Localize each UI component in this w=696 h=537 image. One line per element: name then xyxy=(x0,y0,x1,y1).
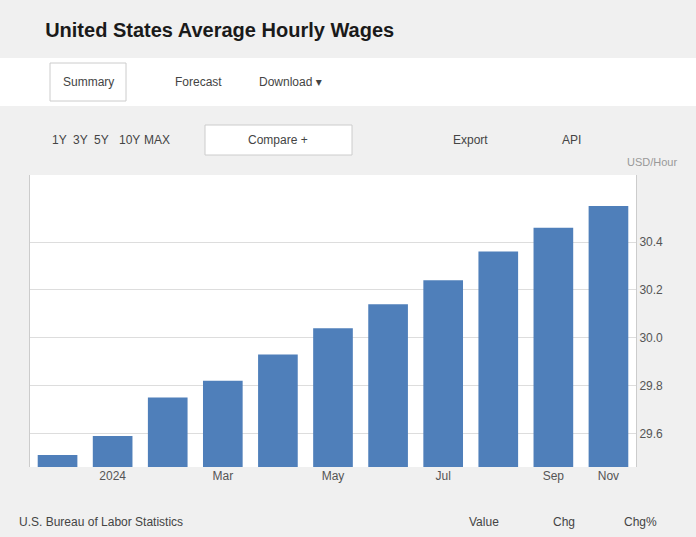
svg-text:Compare +: Compare + xyxy=(248,133,308,147)
svg-text:Nov: Nov xyxy=(598,469,619,483)
svg-text:30.4: 30.4 xyxy=(639,235,663,249)
svg-text:Chg%: Chg% xyxy=(624,515,657,529)
svg-text:30.2: 30.2 xyxy=(639,283,663,297)
svg-text:30.0: 30.0 xyxy=(639,331,663,345)
svg-text:U.S. Bureau of Labor Statistic: U.S. Bureau of Labor Statistics xyxy=(19,515,183,529)
svg-text:Summary: Summary xyxy=(63,75,114,89)
svg-text:Export: Export xyxy=(453,133,488,147)
svg-text:May: May xyxy=(322,469,345,483)
svg-text:Jul: Jul xyxy=(436,469,451,483)
svg-text:Sep: Sep xyxy=(543,469,565,483)
svg-text:3Y: 3Y xyxy=(73,133,88,147)
svg-text:Value: Value xyxy=(469,515,499,529)
svg-text:Forecast: Forecast xyxy=(175,75,222,89)
svg-text:USD/Hour: USD/Hour xyxy=(627,156,677,168)
svg-text:2024: 2024 xyxy=(99,469,126,483)
svg-text:1Y: 1Y xyxy=(52,133,67,147)
svg-text:5Y: 5Y xyxy=(94,133,109,147)
svg-text:Download ▾: Download ▾ xyxy=(259,75,322,89)
svg-text:Mar: Mar xyxy=(212,469,233,483)
svg-text:United States Average Hourly W: United States Average Hourly Wages xyxy=(45,19,394,41)
svg-text:10Y: 10Y xyxy=(119,133,140,147)
svg-text:API: API xyxy=(562,133,581,147)
svg-text:MAX: MAX xyxy=(144,133,170,147)
svg-text:Chg: Chg xyxy=(553,515,575,529)
svg-text:29.8: 29.8 xyxy=(639,379,663,393)
svg-text:29.6: 29.6 xyxy=(639,427,663,441)
